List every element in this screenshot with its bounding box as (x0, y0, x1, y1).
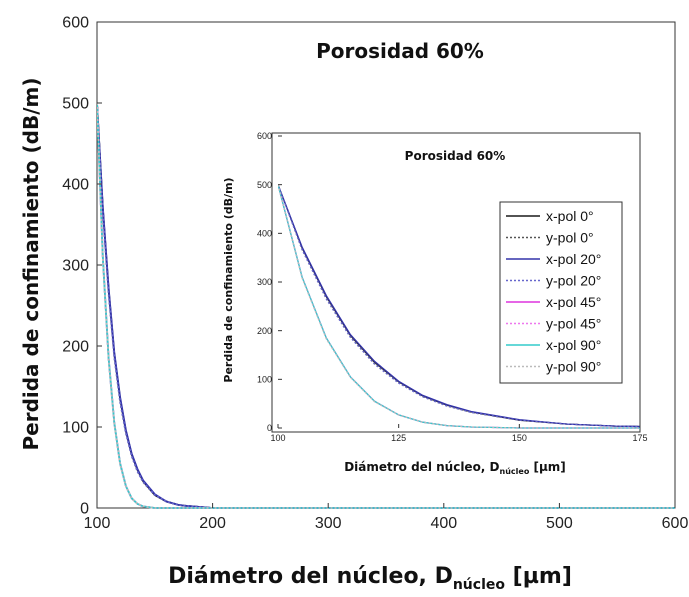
legend-label-1: y-pol 0° (546, 230, 594, 246)
legend-box (499, 201, 623, 384)
main-y-tick-label: 200 (62, 339, 89, 356)
inset-x-tick-label: 175 (632, 433, 647, 443)
main-title: Porosidad 60% (316, 39, 484, 63)
main-x-label-main: Diámetro del núcleo, D (168, 564, 453, 589)
main-x-axis-label: Diámetro del núcleo, Dnúcleo [µm] (168, 564, 572, 593)
main-y-tick-label: 600 (62, 15, 89, 32)
main-x-ticks: 100 200 300 400 500 600 (84, 503, 689, 532)
inset-x-axis-label: Diámetro del núcleo, Dnúcleo [µm] (344, 460, 566, 476)
inset-y-tick-label: 100 (257, 374, 272, 384)
inset-x-ticks: 100 125 150 175 (270, 424, 648, 443)
legend-label-5: y-pol 45° (546, 316, 601, 332)
inset-legend: x-pol 0° y-pol 0° x-pol 20° y-pol 20° x-pol … (499, 201, 623, 384)
main-x-tick-label: 400 (430, 515, 457, 532)
inset-series-line-6 (278, 184, 640, 429)
main-y-tick-label: 300 (62, 258, 89, 275)
inset-series-line-2 (278, 184, 640, 428)
main-x-label-sub: núcleo (453, 577, 506, 593)
legend-label-7: y-pol 90° (546, 359, 601, 375)
legend-label-2: x-pol 20° (546, 251, 601, 267)
main-y-tick-label: 100 (62, 420, 89, 437)
inset-x-tick-label: 125 (391, 433, 406, 443)
legend-label-6: x-pol 90° (546, 337, 601, 353)
inset-y-tick-label: 0 (267, 423, 272, 433)
inset-x-tick-label: 100 (270, 433, 285, 443)
main-x-tick-label: 500 (546, 515, 573, 532)
inset-series-group (278, 184, 640, 429)
main-y-axis-label: Perdida de confinamiento (dB/m) (19, 77, 43, 450)
main-y-tick-label: 400 (62, 177, 89, 194)
main-x-label-unit: [µm] (505, 564, 572, 589)
legend-label-4: x-pol 45° (546, 294, 601, 310)
main-x-tick-label: 100 (84, 515, 111, 532)
inset-title: Porosidad 60% (405, 149, 506, 163)
inset-y-axis-label: Perdida de confinamiento (dB/m) (222, 177, 235, 382)
main-x-tick-label: 200 (199, 515, 226, 532)
inset-y-tick-label: 300 (257, 277, 272, 287)
legend-label-3: y-pol 20° (546, 273, 601, 289)
main-series-line-7 (97, 102, 675, 509)
inset-x-label-unit: [µm] (529, 460, 565, 474)
main-series-group (97, 102, 675, 509)
inset-y-tick-label: 400 (257, 228, 272, 238)
legend-label-0: x-pol 0° (546, 208, 594, 224)
main-x-tick-label: 300 (315, 515, 342, 532)
inset-plot-frame (271, 132, 641, 433)
inset-y-ticks: 0 100 200 300 400 500 600 (257, 131, 282, 433)
inset-y-tick-label: 500 (257, 180, 272, 190)
inset-x-label-sub: núcleo (500, 467, 530, 476)
main-y-tick-label: 0 (80, 501, 89, 518)
inset-x-label-main: Diámetro del núcleo, D (344, 460, 499, 474)
main-x-tick-label: 600 (662, 515, 689, 532)
inset-y-tick-label: 200 (257, 326, 272, 336)
main-y-ticks: 0 100 200 300 400 500 600 (62, 15, 102, 518)
inset-x-tick-label: 150 (512, 433, 527, 443)
main-y-tick-label: 500 (62, 96, 89, 113)
inset-y-tick-label: 600 (257, 131, 272, 141)
